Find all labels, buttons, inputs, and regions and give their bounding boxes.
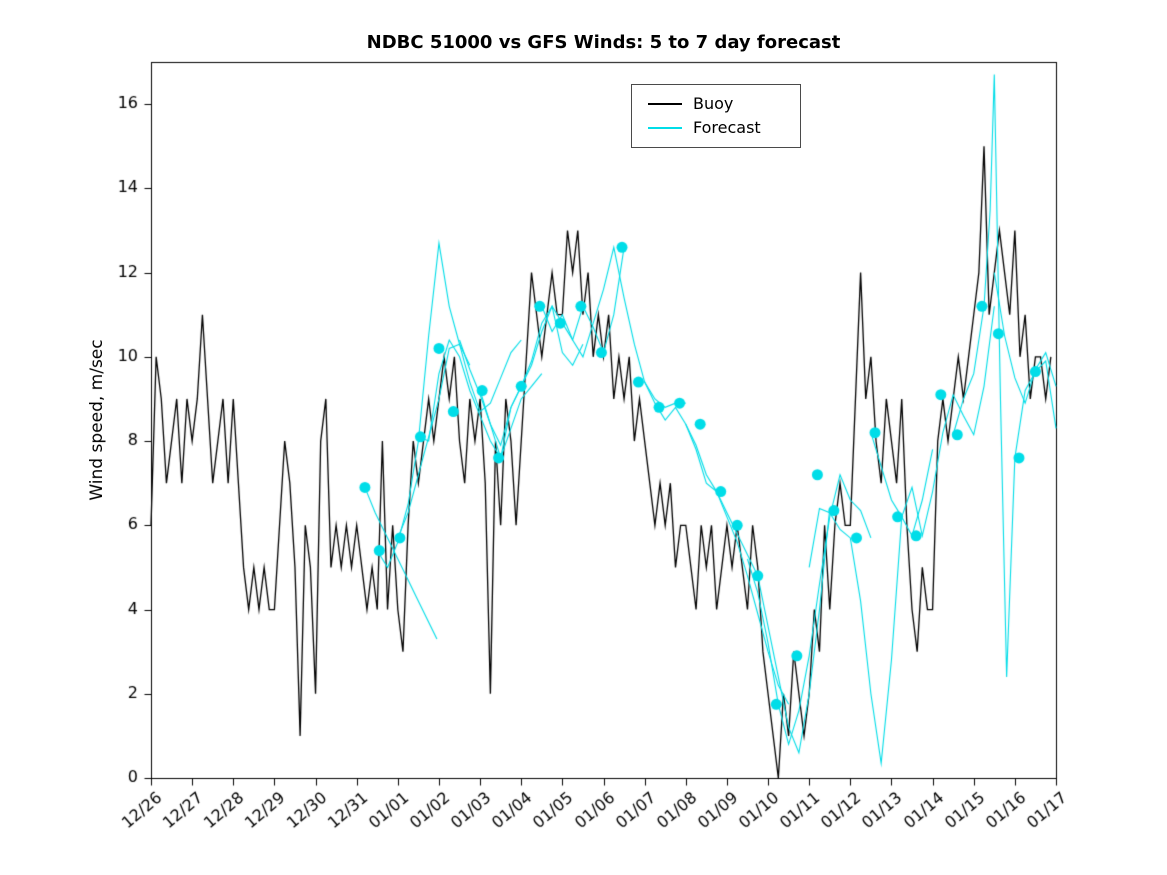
forecast-line-sample-icon [648, 127, 682, 129]
legend-label-buoy: Buoy [693, 94, 734, 113]
buoy-line-sample-icon [648, 103, 682, 105]
legend-item-forecast: Forecast [632, 116, 800, 140]
y-axis-label: Wind speed, m/sec [87, 339, 107, 501]
legend-item-buoy: Buoy [632, 92, 800, 116]
page-title: NDBC 51000 vs GFS Winds: 5 to 7 day fore… [366, 32, 841, 53]
legend-label-forecast: Forecast [693, 118, 761, 137]
legend: Buoy Forecast [631, 84, 801, 148]
